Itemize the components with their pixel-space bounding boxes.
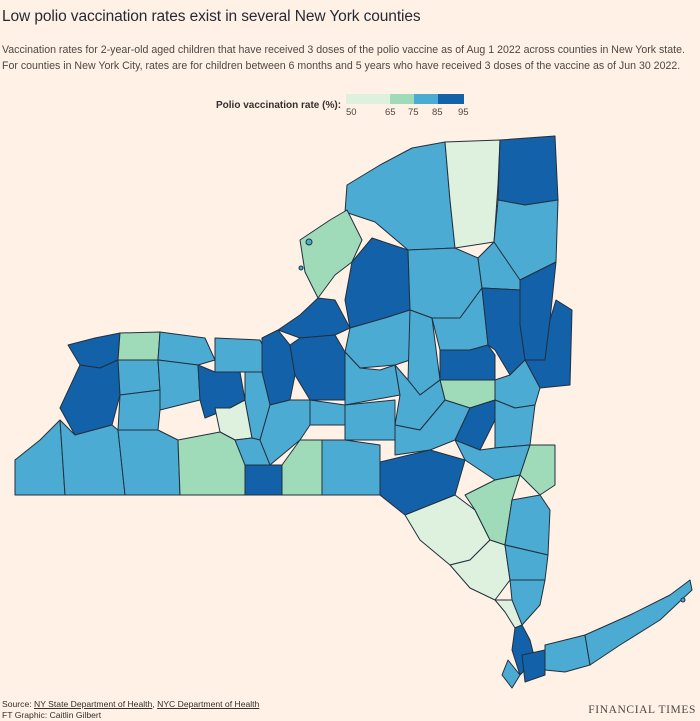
- legend-color-bar: [346, 94, 464, 104]
- county-franklin: [444, 139, 501, 249]
- county-chemung: [244, 464, 283, 496]
- county-genesee: [117, 359, 161, 396]
- chart-title: Low polio vaccination rates exist in sev…: [2, 8, 421, 25]
- county-onondaga: [289, 334, 346, 401]
- legend-bin-65-75: [390, 94, 414, 104]
- ny-county-map: [14, 135, 693, 689]
- county-rockland: [504, 494, 551, 556]
- legend-tick: 65: [385, 107, 396, 118]
- county-rensselaer: [524, 299, 573, 389]
- county-monroe: [157, 331, 216, 366]
- county-montgomery-schenectady: [439, 344, 496, 381]
- chart-subtitle: Vaccination rates for 2-year-old aged ch…: [2, 42, 698, 74]
- county-ulster: [454, 439, 531, 481]
- county-oswego: [277, 297, 351, 339]
- island-2: [298, 265, 304, 271]
- source-link-nyc[interactable]: NYC Department of Health: [157, 699, 260, 709]
- county-kings: [521, 649, 546, 683]
- source-separator: ,: [152, 699, 158, 709]
- source-prefix: Source:: [2, 699, 35, 709]
- county-cortland: [309, 399, 346, 426]
- legend-label: Polio vaccination rate (%):: [216, 100, 342, 111]
- legend-bin-75-85: [414, 94, 438, 104]
- county-chenango: [344, 399, 396, 441]
- legend-tick: 50: [346, 107, 357, 118]
- county-livingston: [157, 359, 201, 411]
- subtitle-line-2: For counties in New York City, rates are…: [2, 60, 681, 72]
- county-dutchess: [519, 444, 556, 496]
- county-bronx: [509, 579, 546, 626]
- county-broome: [321, 439, 381, 496]
- county-allegany: [117, 429, 181, 496]
- island-3: [680, 597, 686, 603]
- county-tompkins: [259, 399, 311, 466]
- subtitle-line-1: Vaccination rates for 2-year-old aged ch…: [2, 44, 685, 56]
- county-steuben: [177, 431, 246, 496]
- graphic-credit: FT Graphic: Caitlin Gilbert: [2, 710, 102, 720]
- county-orleans: [117, 331, 161, 361]
- legend-bin-50-65: [346, 94, 390, 104]
- brand-logo: FINANCIAL TIMES: [588, 704, 696, 716]
- legend-tick: 95: [458, 107, 469, 118]
- footer: Source: NY State Department of Health, N…: [2, 699, 259, 721]
- county-richmond: [501, 659, 521, 689]
- county-st-lawrence: [344, 141, 456, 251]
- island-1: [305, 238, 313, 246]
- legend-tick: 75: [408, 107, 419, 118]
- county-chautauqua: [14, 419, 66, 496]
- county-cattaraugus: [59, 419, 126, 496]
- county-wyoming: [117, 389, 161, 431]
- county-suffolk: [584, 579, 693, 666]
- county-erie: [59, 359, 121, 436]
- county-clinton: [497, 135, 559, 206]
- source-line: Source: NY State Department of Health, N…: [2, 699, 259, 710]
- legend-tick: 85: [432, 107, 443, 118]
- legend-bin-85-95: [438, 94, 464, 104]
- legend-ticks: 50 65 75 85 95: [346, 107, 476, 119]
- source-link-nys[interactable]: NY State Department of Health: [34, 699, 153, 709]
- county-nassau: [544, 634, 591, 673]
- county-greene: [454, 399, 496, 451]
